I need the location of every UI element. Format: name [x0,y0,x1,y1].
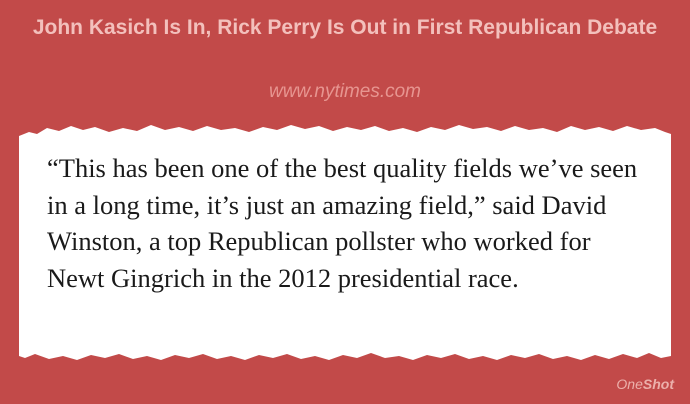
torn-paper-quote-card: “This has been one of the best quality f… [19,122,671,366]
quote-text: “This has been one of the best quality f… [47,153,638,293]
logo-part-one: One [616,376,643,392]
headline: John Kasich Is In, Rick Perry Is Out in … [32,16,658,39]
logo-part-shot: Shot [642,376,674,392]
torn-paper-shape [19,125,671,360]
oneshot-logo: OneShot [616,376,674,392]
source-url: www.nytimes.com [268,81,422,102]
